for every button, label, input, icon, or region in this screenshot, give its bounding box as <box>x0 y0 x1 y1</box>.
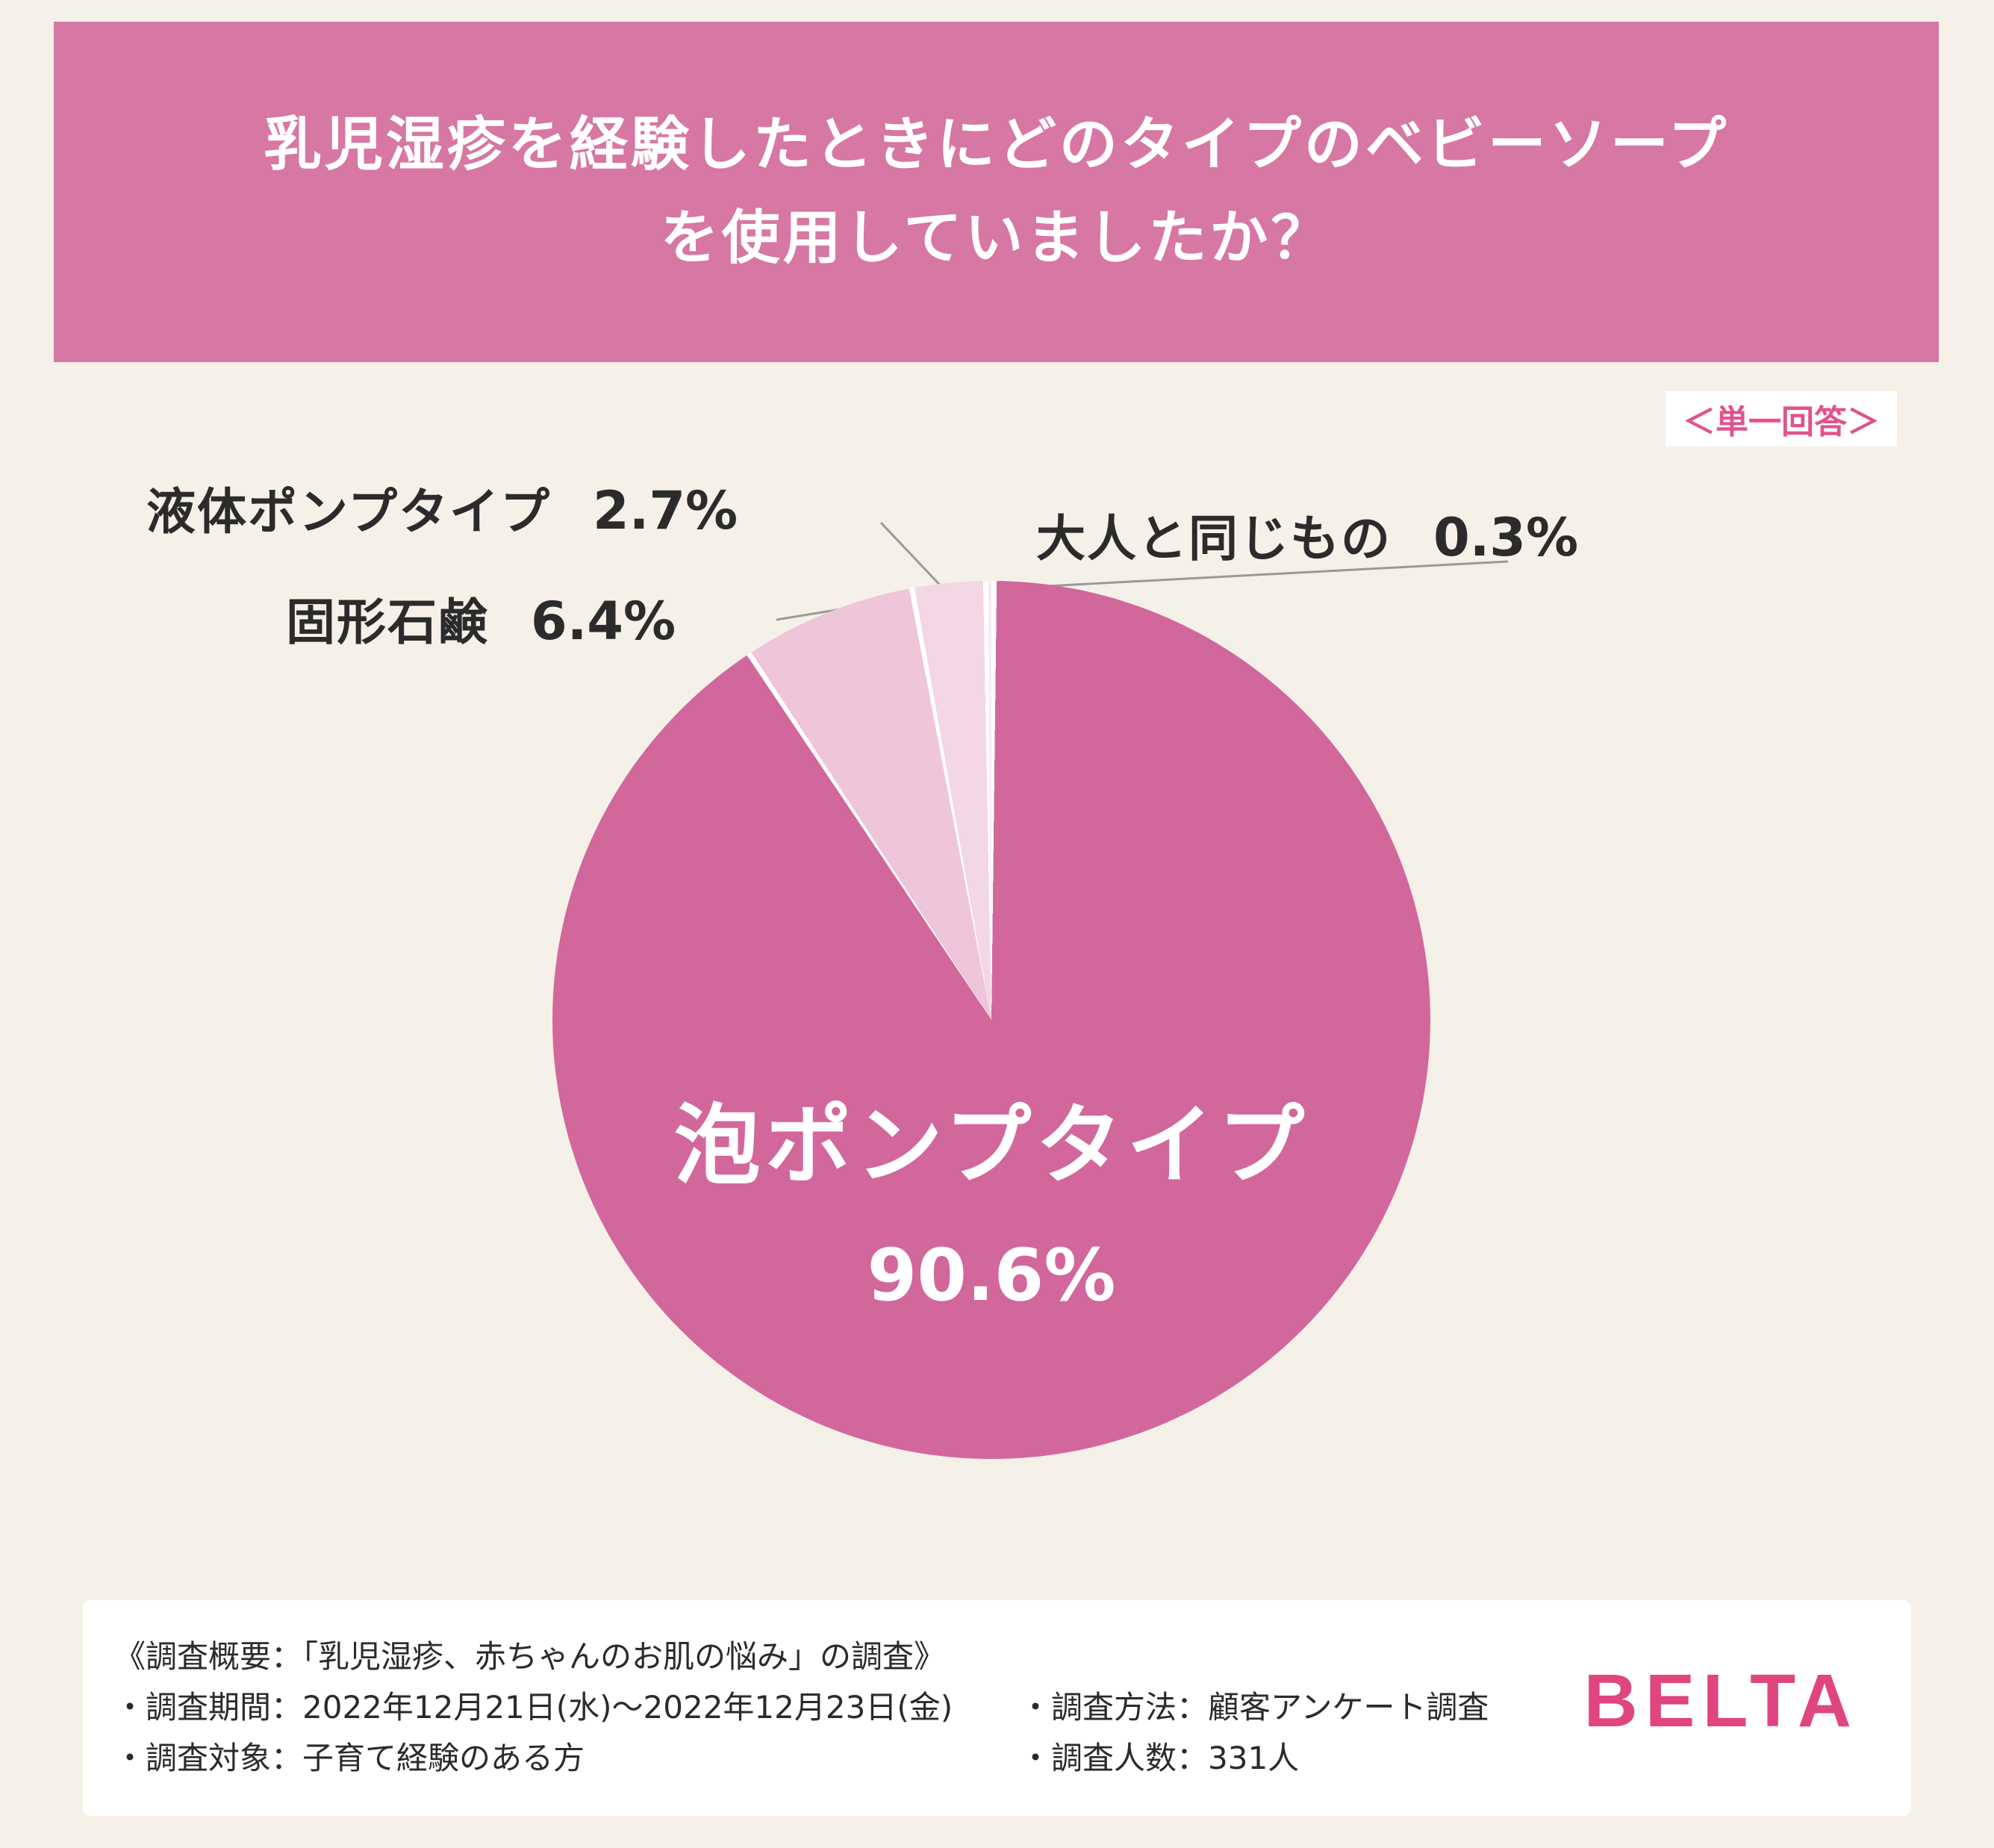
single-answer-badge: ＜単一回答＞ <box>1666 391 1897 447</box>
callout-same-as-adult-name: 大人と同じもの <box>1036 510 1392 567</box>
callout-liquid-pump-percent: 2.7% <box>593 480 738 541</box>
belta-logo: BELTA <box>1583 1659 1859 1743</box>
survey-target: ・調査対象：子育て経験のある方 <box>114 1740 585 1776</box>
pie-chart <box>552 581 1430 1459</box>
survey-info-panel: 《調査概要：「乳児湿疹、赤ちゃんのお肌の悩み」の調査》 ・調査期間：2022年1… <box>83 1600 1911 1816</box>
survey-overview: 《調査概要：「乳児湿疹、赤ちゃんのお肌の悩み」の調査》 <box>114 1638 946 1675</box>
callout-solid-soap: 固形石鹸 6.4% <box>286 582 676 654</box>
survey-count: ・調査人数：331人 <box>1020 1740 1300 1776</box>
callout-solid-soap-name: 固形石鹸 <box>286 594 489 651</box>
survey-method: ・調査方法：顧客アンケート調査 <box>1020 1689 1489 1726</box>
survey-period: ・調査期間：2022年12月21日(水)～2022年12月23日(金) <box>114 1689 953 1726</box>
page-title-line1: 乳児湿疹を経験したときにどのタイプのベビーソープ <box>263 111 1730 178</box>
callout-solid-soap-percent: 6.4% <box>531 591 676 652</box>
callout-liquid-pump-name: 液体ポンプタイプ <box>146 483 552 541</box>
callout-same-as-adult-percent: 0.3% <box>1433 507 1579 568</box>
header-banner: 乳児湿疹を経験したときにどのタイプのベビーソープ を使用していましたか？ <box>54 22 1939 362</box>
callout-line-liquid-pump <box>879 521 950 595</box>
callout-liquid-pump: 液体ポンプタイプ 2.7% <box>146 472 738 544</box>
page-title-line2: を使用していましたか？ <box>660 205 1333 272</box>
callout-same-as-adult: 大人と同じもの 0.3% <box>1036 499 1578 570</box>
